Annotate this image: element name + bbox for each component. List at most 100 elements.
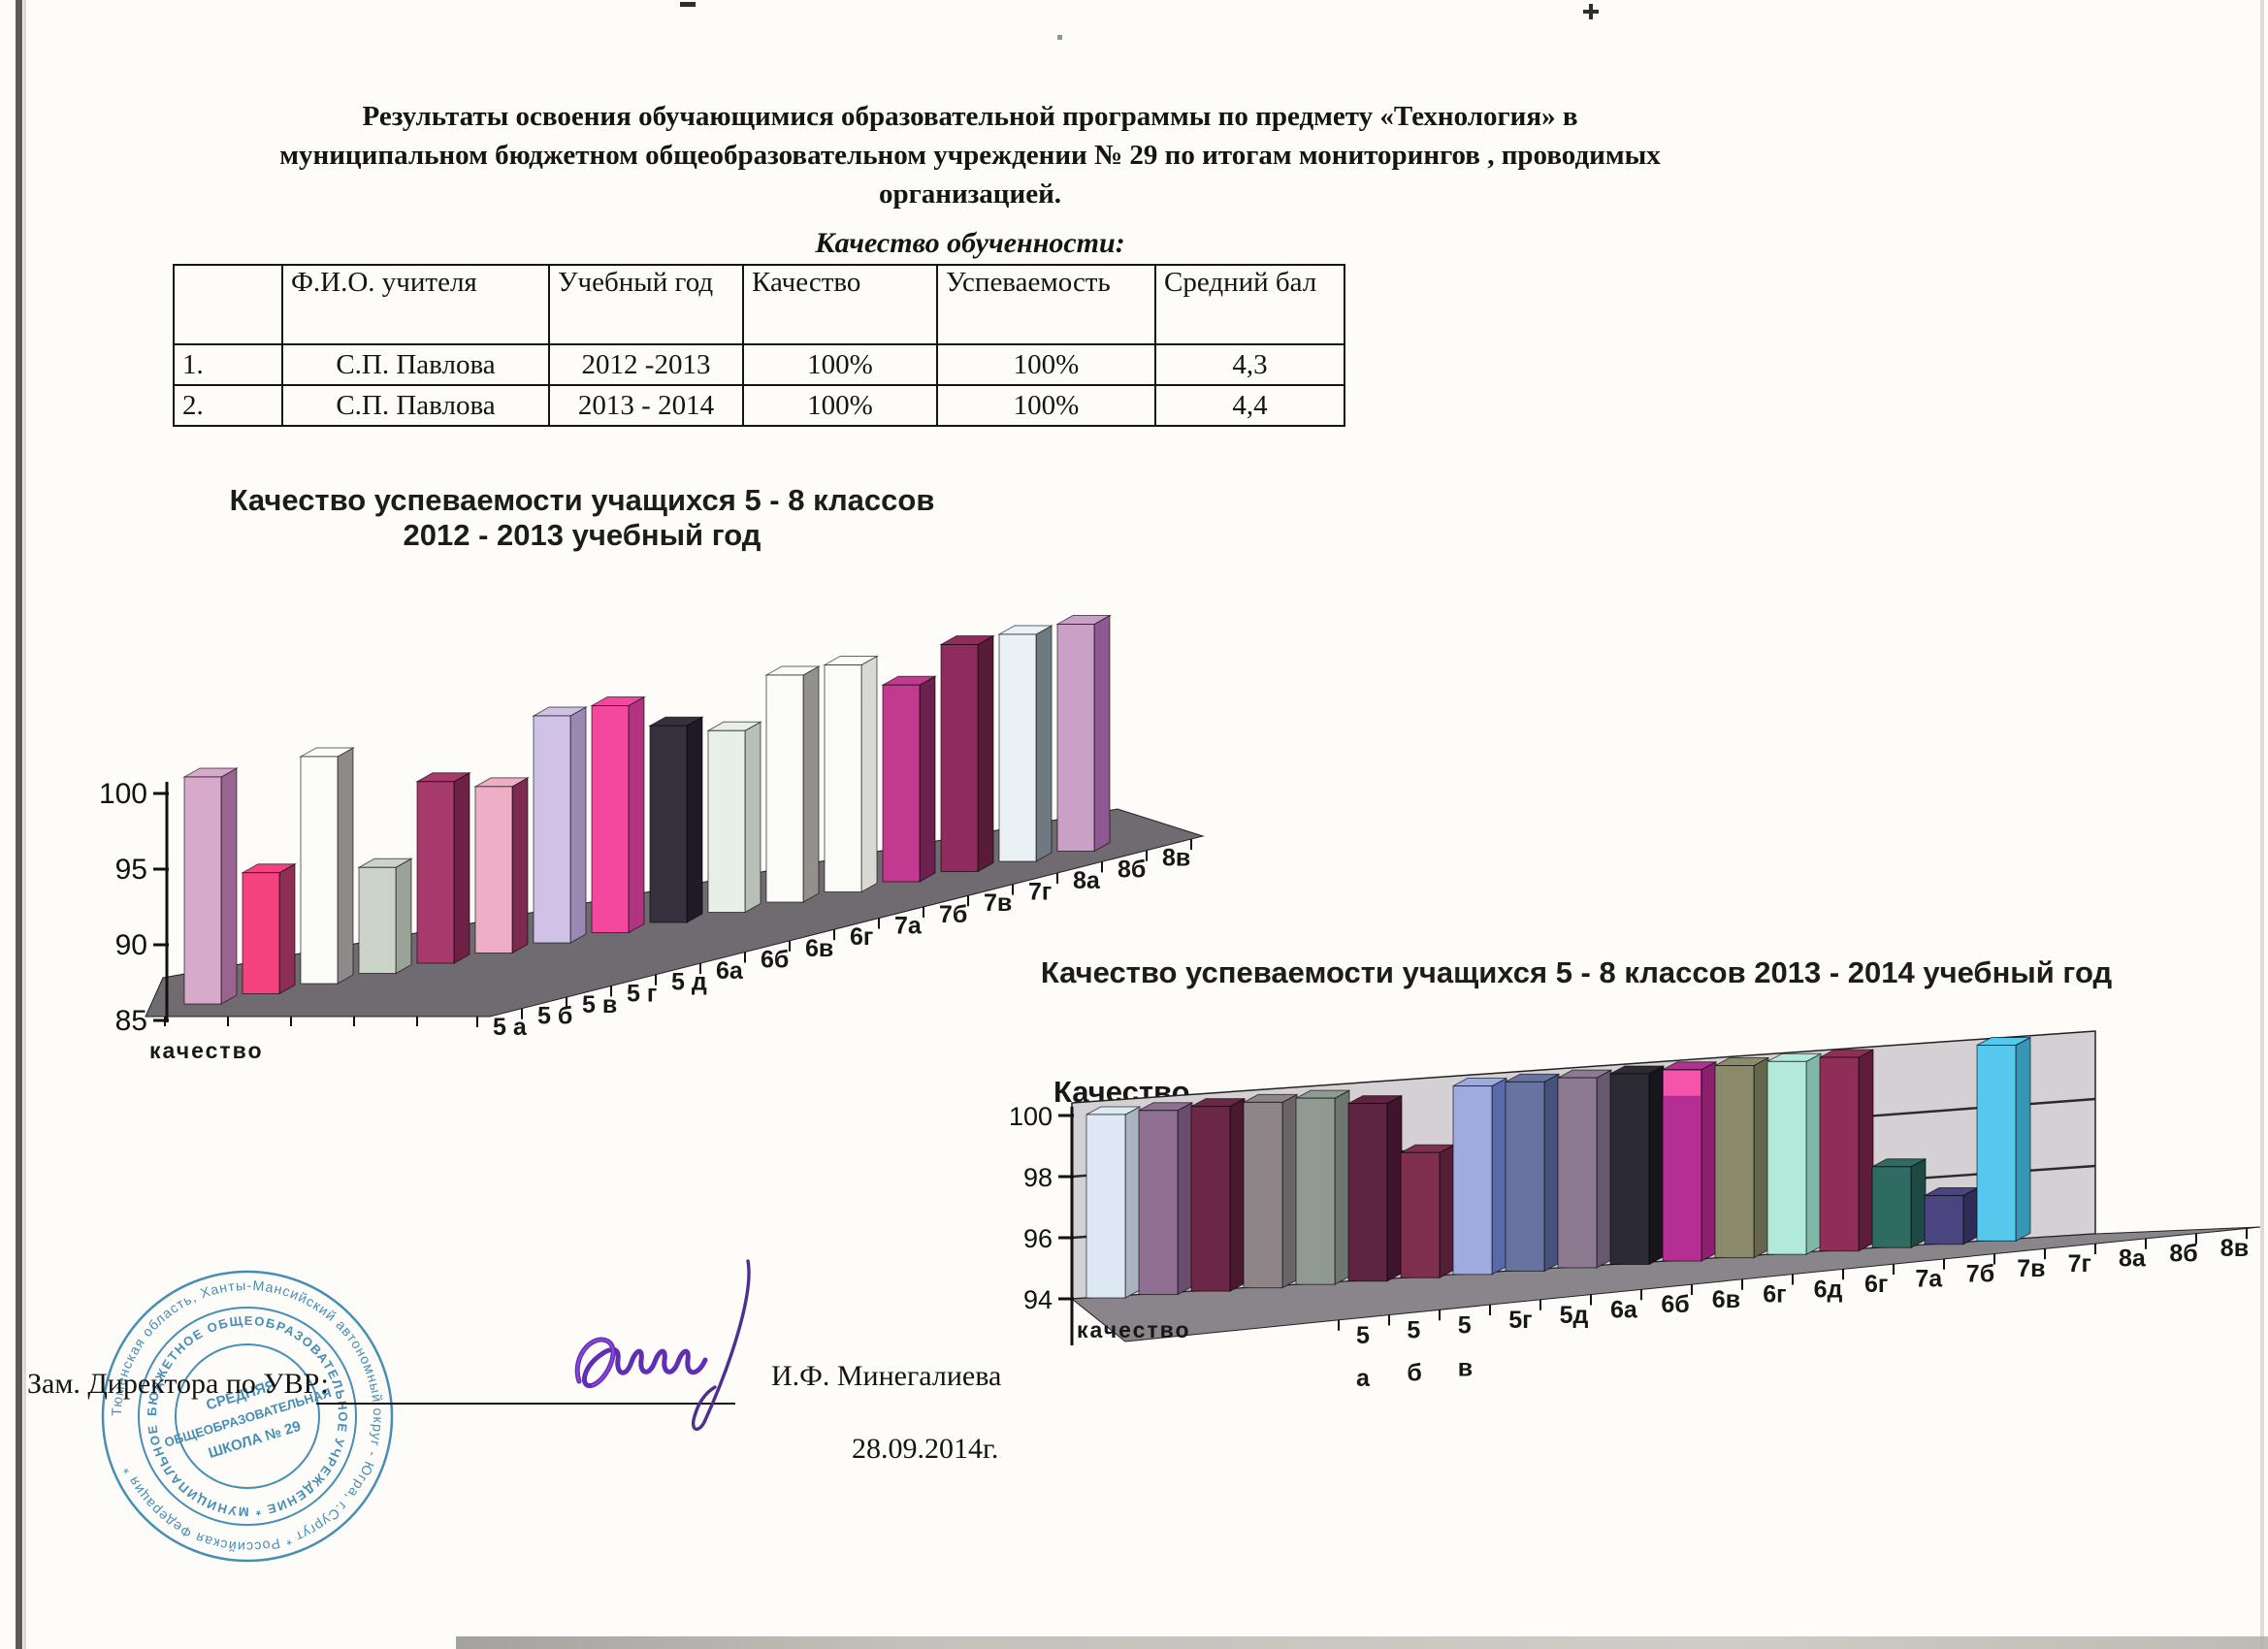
- scan-mark: [1057, 35, 1062, 40]
- handwritten-signature: [574, 1259, 751, 1431]
- table-cell: 100%: [742, 384, 938, 427]
- y-tick-label: 100: [99, 778, 147, 810]
- category-label: 5д: [1560, 1302, 1589, 1329]
- chart-quality-2012-2013: Качество успеваемости учащихся 5 - 8 кла…: [99, 483, 1205, 1109]
- category-label: 6в: [1712, 1286, 1740, 1313]
- y-tick-label: 90: [115, 929, 147, 961]
- scan-edge-shadow: [16, 0, 22, 1649]
- category-label: 6б: [761, 946, 789, 973]
- bar-side: [395, 857, 412, 975]
- category-label: 7б: [939, 901, 967, 928]
- category-label: 6а: [716, 957, 744, 985]
- bar-side: [1124, 1106, 1141, 1299]
- bar-side: [1386, 1094, 1403, 1282]
- table-cell: 100%: [936, 343, 1156, 386]
- bar-side: [744, 721, 761, 914]
- bar: [1190, 1106, 1231, 1292]
- bar-side: [569, 706, 587, 944]
- document-title: Результаты освоения обучающимися образов…: [165, 97, 1775, 213]
- bar-side: [1701, 1060, 1717, 1262]
- bar-side: [453, 771, 470, 964]
- table-cell: 1.: [173, 343, 283, 386]
- category-label: 5: [1407, 1317, 1420, 1344]
- y-tick-label: 85: [115, 1005, 147, 1037]
- chart-title: Качество успеваемости учащихся 5 - 8 кла…: [1041, 955, 2113, 989]
- bar-side: [1177, 1101, 1193, 1296]
- bar-side: [1035, 625, 1053, 862]
- category-label: б: [1407, 1360, 1421, 1387]
- category-label: 8б: [1118, 856, 1146, 883]
- category-label: 6в: [805, 935, 833, 962]
- category-label: 5 б: [537, 1003, 572, 1030]
- category-label: а: [1356, 1365, 1371, 1392]
- column-header: Учебный год: [548, 264, 744, 345]
- bar-side: [919, 675, 936, 883]
- bar: [707, 729, 746, 913]
- bar-side: [1491, 1077, 1507, 1276]
- bar-accent: [1664, 1070, 1701, 1096]
- table-cell: 100%: [936, 384, 1156, 427]
- category-label: в: [1458, 1354, 1473, 1381]
- document-title-line: муниципальном бюджетном общеобразователь…: [279, 140, 1661, 171]
- bar: [1976, 1044, 2017, 1242]
- results-table: Ф.И.О. учителя Учебный год Качество Успевае…: [173, 264, 1345, 427]
- bar: [1714, 1065, 1755, 1259]
- column-header: Средний бал: [1154, 264, 1345, 345]
- scan-edge-shadow: [2260, 0, 2264, 1649]
- category-label: 5 г: [627, 980, 657, 1007]
- bar-side: [1753, 1056, 1769, 1259]
- bar-side: [220, 767, 238, 1005]
- bar-side: [1962, 1186, 1979, 1245]
- bar: [1138, 1110, 1179, 1296]
- table-cell: С.П. Павлова: [281, 343, 550, 386]
- stamp-ring: [101, 1270, 394, 1563]
- bar-side: [1543, 1073, 1560, 1273]
- bar-side: [1805, 1052, 1822, 1255]
- category-label: 6г: [1763, 1281, 1786, 1309]
- signer-name: И.Ф. Минегалиева: [771, 1360, 1002, 1392]
- school-stamp: Тюменская область, Ханты-Мансийский авто…: [101, 1270, 394, 1563]
- column-header: Качество: [742, 264, 938, 345]
- value-axis-label: качество: [1077, 1317, 1191, 1342]
- bar-side: [2015, 1036, 2031, 1243]
- signature-stroke: [692, 1259, 751, 1431]
- document-title-line: организацией.: [878, 178, 1062, 210]
- category-label: 5: [1458, 1311, 1472, 1339]
- table-cell: 2013 - 2014: [548, 384, 744, 427]
- document-title-line: Результаты освоения обучающимися образов…: [362, 101, 1578, 132]
- category-label: 6д: [1814, 1276, 1843, 1303]
- column-header: [173, 264, 283, 345]
- section-subtitle: Качество обученности:: [815, 227, 1125, 259]
- bar: [1766, 1060, 1807, 1255]
- category-label: 5 в: [582, 991, 617, 1018]
- bar: [1819, 1056, 1860, 1252]
- bar-side: [1858, 1049, 1874, 1252]
- table-cell: 100%: [742, 343, 938, 386]
- value-axis-label: качество: [149, 1038, 264, 1063]
- chart-quality-2013-2014: Качество успеваемости учащихся 5 - 8 кла…: [1009, 955, 2261, 1392]
- bar-side: [628, 695, 645, 934]
- category-label: 5 д: [671, 969, 707, 996]
- category-label: 8б: [2169, 1240, 2197, 1267]
- table-cell: 2.: [173, 384, 283, 427]
- table-cell: С.П. Павлова: [281, 384, 550, 427]
- bar: [1085, 1114, 1126, 1299]
- column-header: Успеваемость: [936, 264, 1156, 345]
- scan-mark: [680, 2, 696, 7]
- bar: [1871, 1166, 1912, 1248]
- bar: [1295, 1097, 1336, 1285]
- bar: [300, 756, 339, 985]
- category-label: 7г: [1028, 879, 1052, 906]
- chart-title: 2012 - 2013 учебный год: [404, 518, 761, 552]
- signature-stroke: [574, 1337, 708, 1388]
- stamp-ring: [138, 1307, 357, 1526]
- bar: [591, 705, 630, 933]
- bar-side: [860, 655, 878, 893]
- category-label: 7а: [1915, 1266, 1943, 1293]
- bar-side: [278, 862, 296, 995]
- signature-stroke: [576, 1338, 615, 1387]
- bar-side: [337, 747, 354, 985]
- bar: [358, 866, 397, 974]
- bar: [533, 715, 571, 944]
